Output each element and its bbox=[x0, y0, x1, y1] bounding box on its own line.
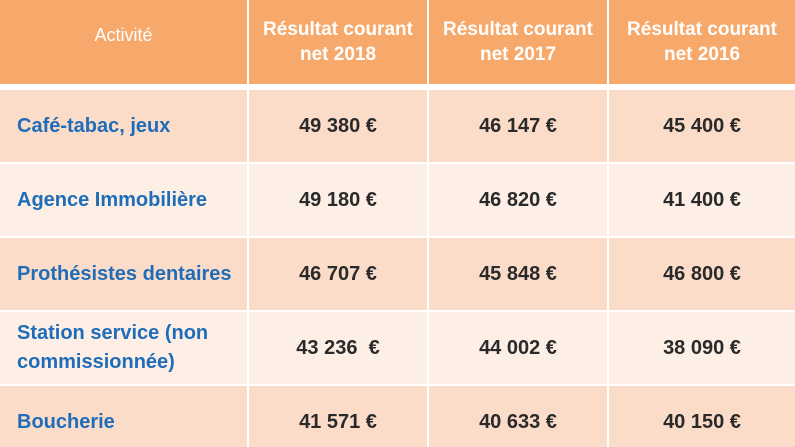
value-2016-cell: 41 400 € bbox=[609, 164, 795, 238]
header-2016: Résultat courant net 2016 bbox=[609, 0, 795, 84]
header-gap bbox=[0, 84, 795, 90]
header-2018: Résultat courant net 2018 bbox=[249, 0, 429, 84]
table-row: Café-tabac, jeux 49 380 € 46 147 € 45 40… bbox=[0, 90, 795, 164]
header-2017: Résultat courant net 2017 bbox=[429, 0, 609, 84]
value-2017-cell: 46 147 € bbox=[429, 90, 609, 164]
activity-cell: Agence Immobilière bbox=[0, 164, 249, 238]
activity-cell: Boucherie bbox=[0, 386, 249, 447]
activity-cell: Café-tabac, jeux bbox=[0, 90, 249, 164]
value-2017-cell: 40 633 € bbox=[429, 386, 609, 447]
value-2017-cell: 45 848 € bbox=[429, 238, 609, 312]
activity-cell: Prothésistes dentaires bbox=[0, 238, 249, 312]
table-body: Café-tabac, jeux 49 380 € 46 147 € 45 40… bbox=[0, 84, 795, 447]
table-row: Agence Immobilière 49 180 € 46 820 € 41 … bbox=[0, 164, 795, 238]
header-activity: Activité bbox=[0, 0, 249, 84]
value-2017-cell: 44 002 € bbox=[429, 312, 609, 386]
value-2016-cell: 46 800 € bbox=[609, 238, 795, 312]
table-row: Prothésistes dentaires 46 707 € 45 848 €… bbox=[0, 238, 795, 312]
header-row: Activité Résultat courant net 2018 Résul… bbox=[0, 0, 795, 84]
table-header: Activité Résultat courant net 2018 Résul… bbox=[0, 0, 795, 84]
value-2018-cell: 43 236 € bbox=[249, 312, 429, 386]
value-2018-cell: 41 571 € bbox=[249, 386, 429, 447]
activity-cell: Station service (non commissionnée) bbox=[0, 312, 249, 386]
value-2016-cell: 38 090 € bbox=[609, 312, 795, 386]
value-2018-cell: 49 380 € bbox=[249, 90, 429, 164]
table-row: Boucherie 41 571 € 40 633 € 40 150 € bbox=[0, 386, 795, 447]
value-2016-cell: 40 150 € bbox=[609, 386, 795, 447]
table-row: Station service (non commissionnée) 43 2… bbox=[0, 312, 795, 386]
value-2016-cell: 45 400 € bbox=[609, 90, 795, 164]
value-2017-cell: 46 820 € bbox=[429, 164, 609, 238]
value-2018-cell: 46 707 € bbox=[249, 238, 429, 312]
value-2018-cell: 49 180 € bbox=[249, 164, 429, 238]
